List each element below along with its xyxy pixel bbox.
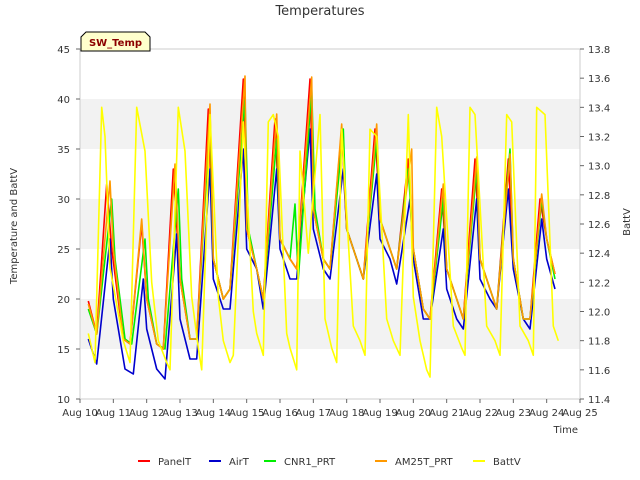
y-tick-label: 15 (57, 345, 70, 356)
x-tick-label: Aug 24 (529, 408, 564, 419)
x-tick-label: Aug 16 (262, 408, 297, 419)
y2-tick-label: 12.6 (588, 220, 610, 231)
x-tick-label: Aug 21 (429, 408, 464, 419)
series-line-battv (87, 106, 560, 378)
x-tick-label: Aug 14 (196, 408, 231, 419)
chart-title: Temperatures (274, 4, 364, 19)
grid-band (80, 199, 580, 249)
y-tick-label: 10 (57, 395, 70, 406)
x-tick-label: Aug 23 (496, 408, 531, 419)
grid-band (80, 99, 580, 149)
y2-axis-label: BattV (622, 208, 633, 236)
x-tick-label: Aug 20 (396, 408, 431, 419)
legend-label-panelt: PanelT (158, 457, 192, 468)
x-tick-label: Aug 13 (162, 408, 197, 419)
x-tick-label: Aug 17 (296, 408, 331, 419)
y-tick-label: 35 (57, 145, 70, 156)
x-tick-label: Aug 15 (229, 408, 264, 419)
y2-tick-label: 12.0 (588, 308, 610, 319)
x-tick-label: Aug 22 (462, 408, 497, 419)
badge-label: SW_Temp (89, 38, 142, 49)
y2-tick-label: 13.0 (588, 162, 610, 173)
y2-tick-label: 13.8 (588, 45, 610, 56)
legend: PanelT AirT CNR1_PRT AM25T_PRT BattV (138, 457, 521, 468)
y2-tick-label: 12.2 (588, 278, 610, 289)
sw-temp-badge: SW_Temp (80, 31, 151, 52)
y2-tick-label: 13.4 (588, 103, 610, 114)
y-tick-label: 25 (57, 245, 70, 256)
y-tick-label: 40 (57, 95, 70, 106)
y-tick-label: 30 (57, 195, 70, 206)
y-axis-right: 11.4 11.6 11.8 12.0 12.2 12.4 12.6 12.8 13.0 13.2… (580, 45, 610, 406)
y2-tick-label: 11.4 (588, 395, 610, 406)
x-tick-label: Aug 19 (362, 408, 397, 419)
badge-box (80, 31, 151, 52)
legend-label-am25t-prt: AM25T_PRT (395, 457, 454, 468)
y-axis-label: Temperature and BattV (9, 168, 20, 285)
x-tick-label: Aug 11 (96, 408, 131, 419)
x-tick-label: Aug 18 (329, 408, 364, 419)
y-tick-label: 20 (57, 295, 70, 306)
y2-tick-label: 11.6 (588, 366, 610, 377)
y-tick-label: 45 (57, 45, 70, 56)
x-tick-label: Aug 12 (129, 408, 164, 419)
x-axis-label: Time (553, 425, 578, 436)
y2-tick-label: 12.4 (588, 249, 610, 260)
legend-label-airt: AirT (229, 457, 250, 468)
legend-label-battv: BattV (493, 457, 521, 468)
y2-tick-label: 13.6 (588, 74, 610, 85)
legend-label-cnr1-prt: CNR1_PRT (284, 457, 336, 468)
series-layer (87, 75, 560, 380)
y2-tick-label: 11.8 (588, 337, 610, 348)
x-tick-label: Aug 25 (562, 408, 597, 419)
y-axis-left: 10 15 20 25 30 35 40 45 (57, 45, 80, 406)
x-tick-label: Aug 10 (62, 408, 97, 419)
y2-tick-label: 13.2 (588, 133, 610, 144)
y2-tick-label: 12.8 (588, 191, 610, 202)
